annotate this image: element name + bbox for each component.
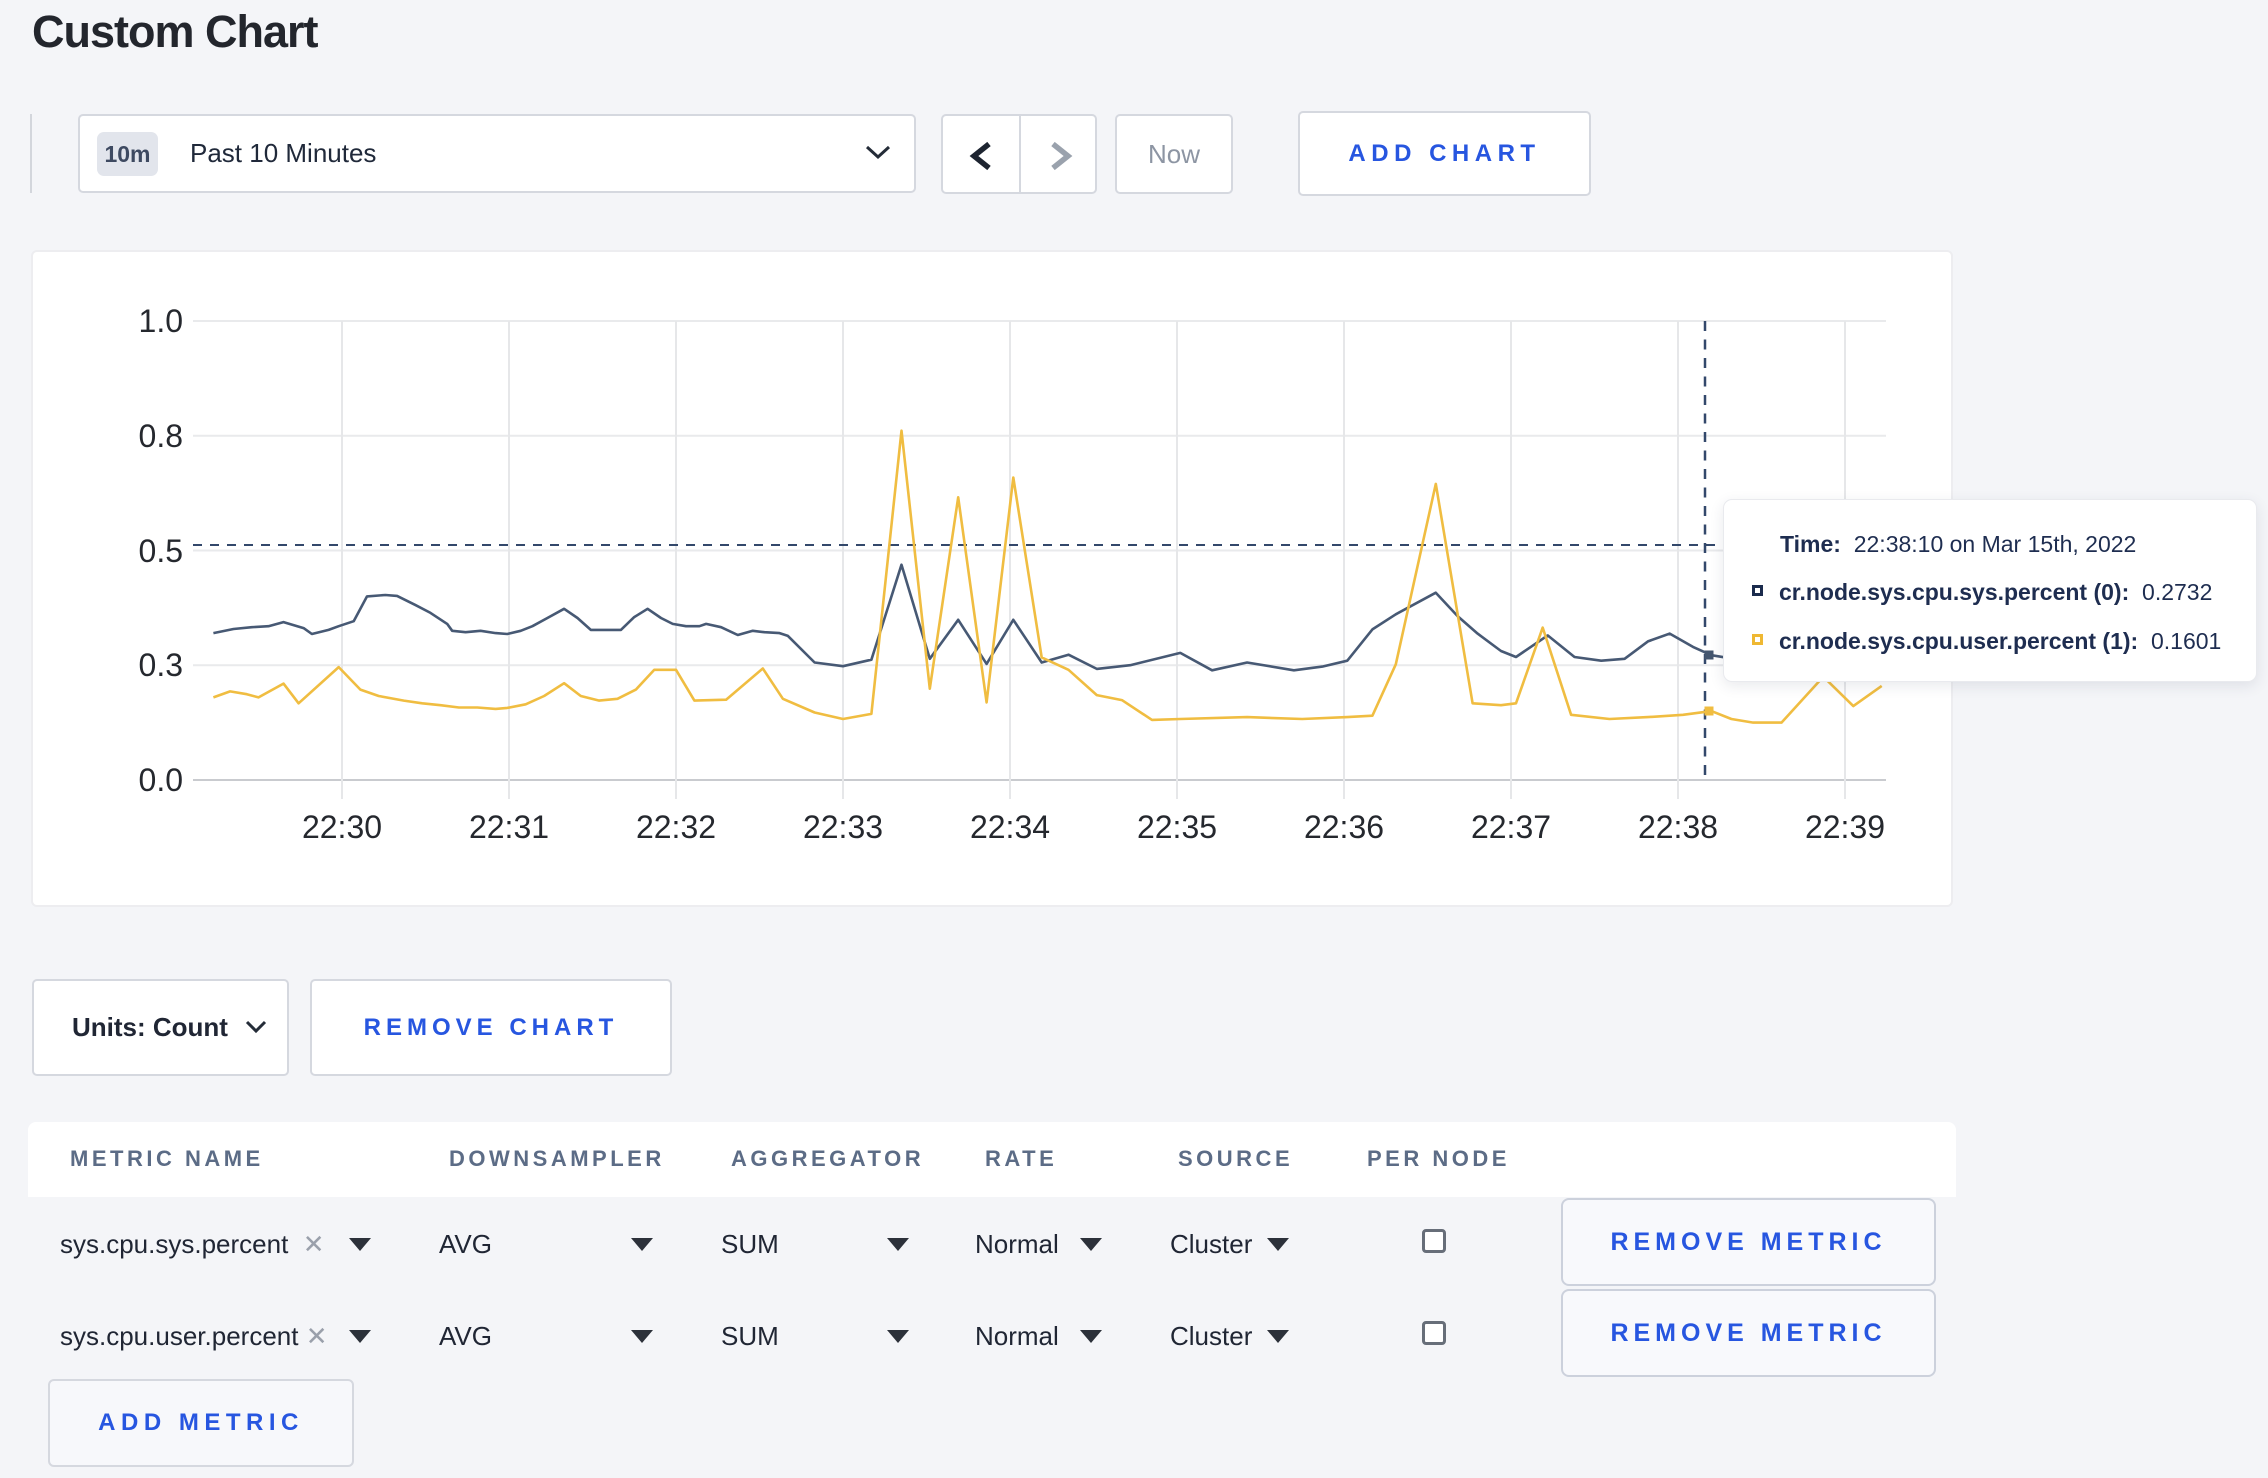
svg-text:22:39: 22:39 — [1805, 809, 1885, 845]
svg-text:22:38: 22:38 — [1638, 809, 1718, 845]
svg-text:0.5: 0.5 — [139, 533, 183, 569]
svg-text:22:33: 22:33 — [803, 809, 883, 845]
svg-text:0.3: 0.3 — [139, 647, 183, 683]
svg-text:22:35: 22:35 — [1137, 809, 1217, 845]
svg-text:22:34: 22:34 — [970, 809, 1050, 845]
svg-text:22:31: 22:31 — [469, 809, 549, 845]
svg-text:1.0: 1.0 — [139, 303, 183, 339]
svg-text:22:37: 22:37 — [1471, 809, 1551, 845]
svg-text:0.8: 0.8 — [139, 418, 183, 454]
svg-text:22:30: 22:30 — [302, 809, 382, 845]
svg-text:22:36: 22:36 — [1304, 809, 1384, 845]
svg-text:22:32: 22:32 — [636, 809, 716, 845]
svg-text:0.0: 0.0 — [139, 762, 183, 798]
